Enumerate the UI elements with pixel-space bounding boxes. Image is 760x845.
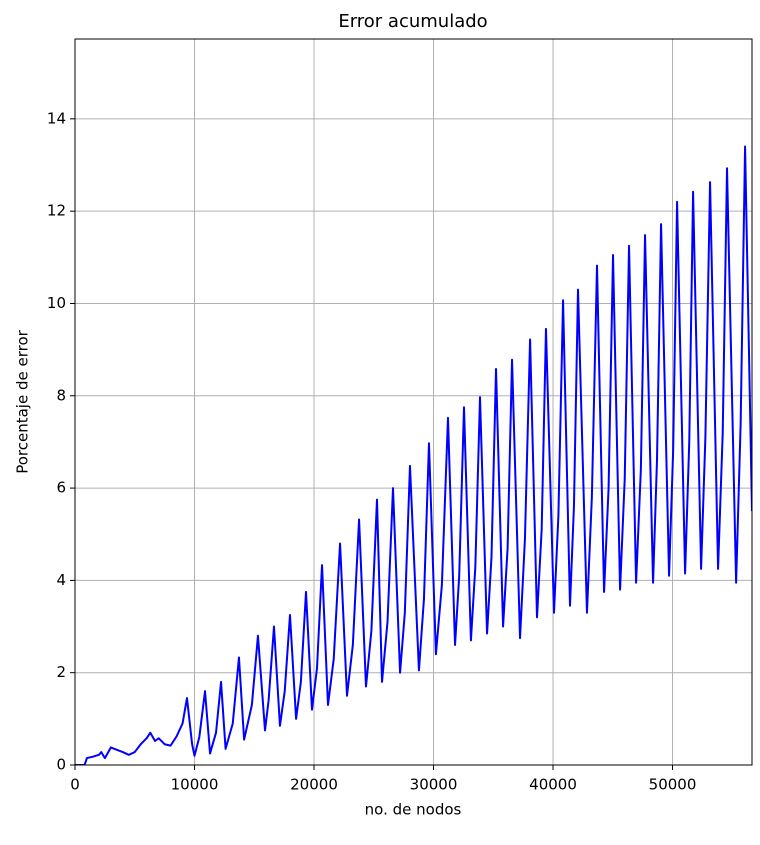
y-tick-label: 2 [56,663,66,681]
x-tick-label: 50000 [649,776,697,794]
y-tick-label: 6 [56,479,66,497]
y-tick-label: 4 [56,571,66,589]
y-tick-label: 14 [47,109,66,127]
x-tick-label: 40000 [529,776,577,794]
plot-frame [74,38,753,766]
x-axis-label: no. de nodos [365,801,462,819]
y-tick-label: 8 [56,386,66,404]
y-tick-label: 0 [56,756,66,774]
x-tick-label: 30000 [410,776,458,794]
x-tick-label: 20000 [290,776,338,794]
data-line [75,145,752,765]
x-tick-label: 0 [70,776,80,794]
y-axis-label: Porcentaje de error [14,329,32,473]
chart-title: Error acumulado [338,11,487,32]
x-tick-label: 10000 [171,776,219,794]
y-tick-label: 12 [47,202,66,220]
y-tick-label: 10 [47,294,66,312]
